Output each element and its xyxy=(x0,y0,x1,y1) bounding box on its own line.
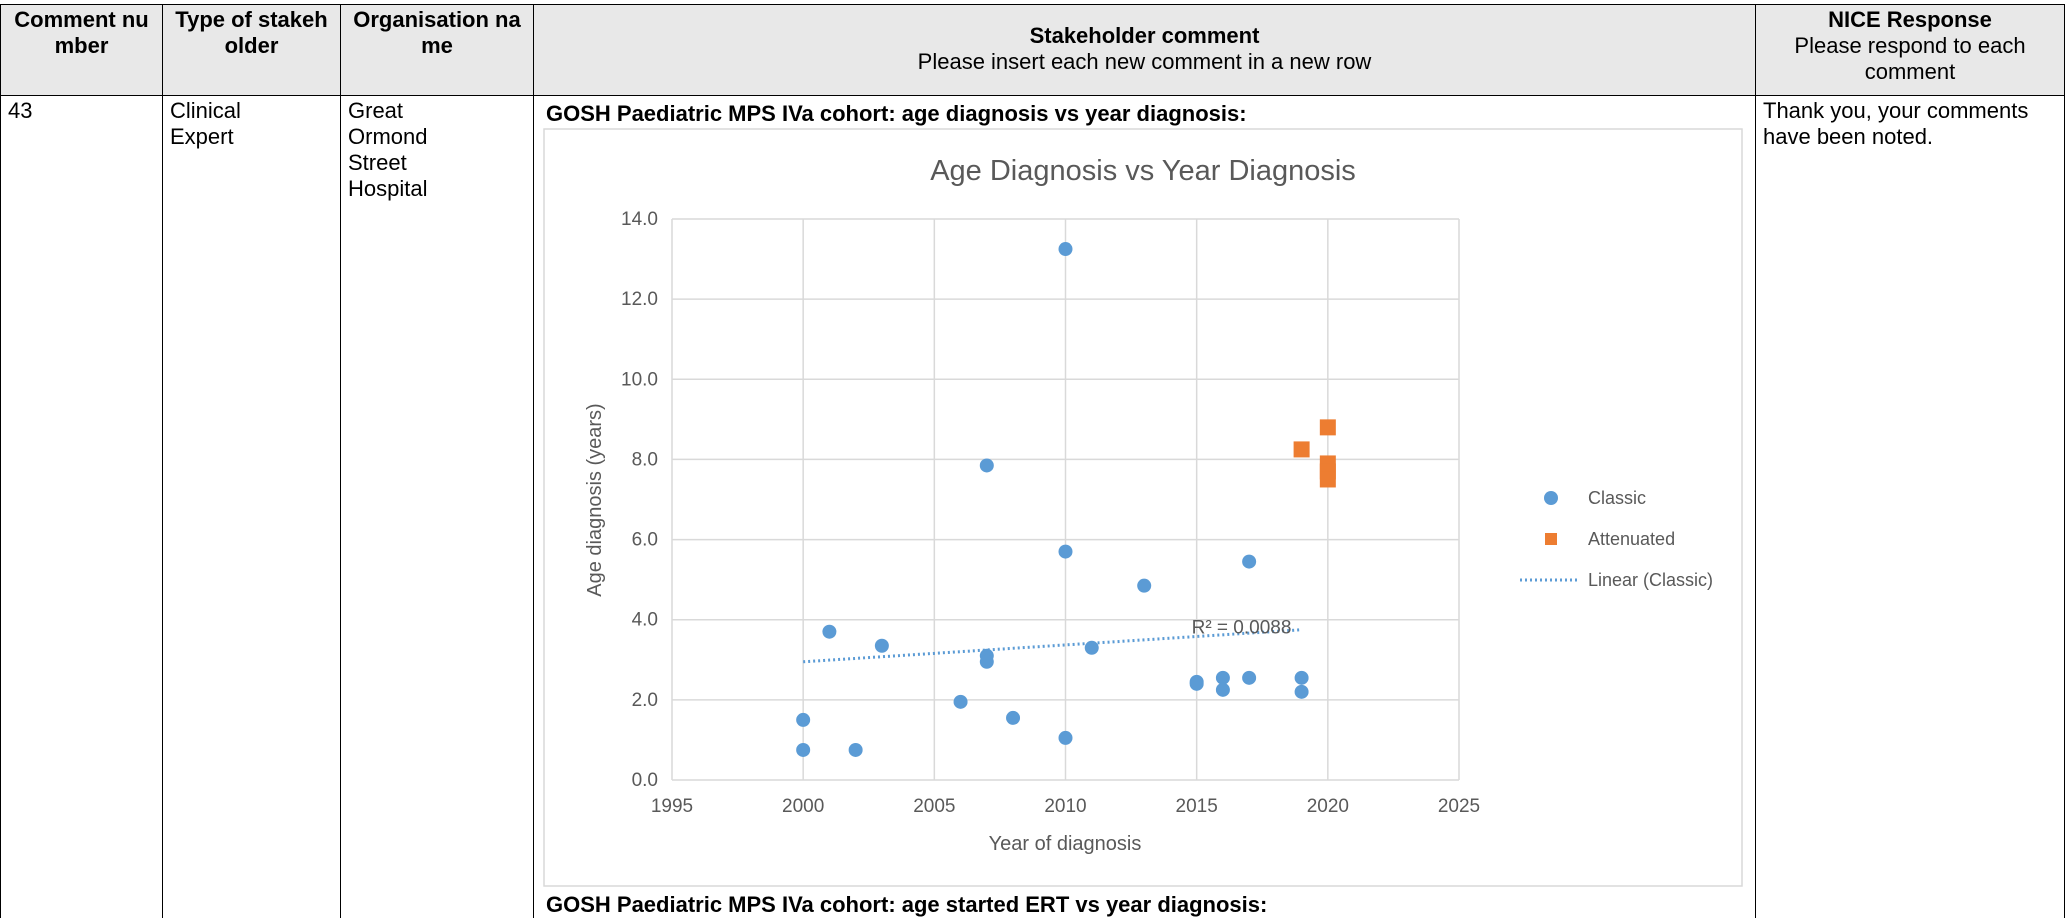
comment-number: 43 xyxy=(8,98,33,123)
point xyxy=(1006,710,1021,725)
point xyxy=(1242,554,1257,569)
point xyxy=(1215,670,1230,685)
point xyxy=(1058,730,1073,745)
x-tick-label: 2010 xyxy=(1044,796,1086,817)
point xyxy=(1319,419,1336,436)
point xyxy=(1084,640,1099,655)
y-tick-label: 2.0 xyxy=(632,690,658,711)
header-subtitle: Please insert each new comment in a new … xyxy=(917,49,1372,74)
point xyxy=(796,742,811,757)
y-tick-label: 6.0 xyxy=(632,530,658,551)
chart-frame xyxy=(543,128,1743,887)
cell: Thank you, your comments have been noted… xyxy=(1755,95,2065,918)
header-title: Stakeholder comment xyxy=(1029,23,1260,48)
point xyxy=(796,712,811,727)
point xyxy=(1058,242,1073,257)
header-cell: Comment number xyxy=(0,4,163,96)
point xyxy=(1293,441,1310,458)
point xyxy=(1058,544,1073,559)
y-tick-label: 8.0 xyxy=(632,449,658,470)
point xyxy=(979,458,994,473)
point xyxy=(1215,682,1230,697)
y-axis-title: Age diagnosis (years) xyxy=(584,403,606,596)
point xyxy=(1294,684,1309,699)
point xyxy=(1189,676,1204,691)
header-title: NICE Response xyxy=(1828,7,1992,32)
legend-label: Classic xyxy=(1588,488,1646,508)
header-subtitle: Please respond to each comment xyxy=(1794,33,2026,84)
response: Thank you, your comments have been noted… xyxy=(1763,98,2029,149)
header-title: Comment number xyxy=(14,7,149,58)
y-tick-label: 4.0 xyxy=(632,610,658,631)
header-cell: NICE Response Please respond to each comm… xyxy=(1755,4,2065,96)
legend-label: Attenuated xyxy=(1588,529,1675,549)
caption: GOSH Paediatric MPS IVa cohort: age star… xyxy=(546,892,1268,917)
point xyxy=(953,694,968,709)
header-title: Type of stakeholder xyxy=(175,7,328,58)
stakeholder: Clinical Expert xyxy=(170,98,241,149)
y-tick-label: 10.0 xyxy=(621,369,658,390)
y-tick-label: 0.0 xyxy=(632,770,658,791)
x-tick-label: 2005 xyxy=(913,796,955,817)
point xyxy=(822,624,837,639)
point xyxy=(1294,670,1309,685)
point xyxy=(1319,471,1336,488)
x-axis-title: Year of diagnosis xyxy=(989,833,1142,855)
point xyxy=(979,654,994,669)
chart-title: Age Diagnosis vs Year Diagnosis xyxy=(930,155,1356,187)
header-title: Organisation name xyxy=(353,7,521,58)
x-tick-label: 2020 xyxy=(1307,796,1349,817)
x-tick-label: 2015 xyxy=(1176,796,1218,817)
x-tick-label: 1995 xyxy=(651,796,693,817)
x-tick-label: 2000 xyxy=(782,796,824,817)
legend-swatch xyxy=(1544,491,1558,505)
point xyxy=(1242,670,1257,685)
caption: GOSH Paediatric MPS IVa cohort: age diag… xyxy=(546,101,1247,126)
point xyxy=(848,742,863,757)
trendline xyxy=(803,628,1302,664)
legend-swatch xyxy=(1545,533,1557,545)
y-tick-label: 14.0 xyxy=(621,209,658,230)
point xyxy=(1137,578,1152,593)
legend-label: Linear (Classic) xyxy=(1588,570,1713,590)
y-tick-label: 12.0 xyxy=(621,289,658,310)
x-tick-label: 2025 xyxy=(1438,796,1480,817)
header-cell: Stakeholder comment Please insert each ne… xyxy=(533,4,1756,96)
organisation: Great Ormond Street Hospital xyxy=(348,98,428,201)
annotation: R² = 0.0088 xyxy=(1192,618,1292,639)
point xyxy=(874,638,889,653)
